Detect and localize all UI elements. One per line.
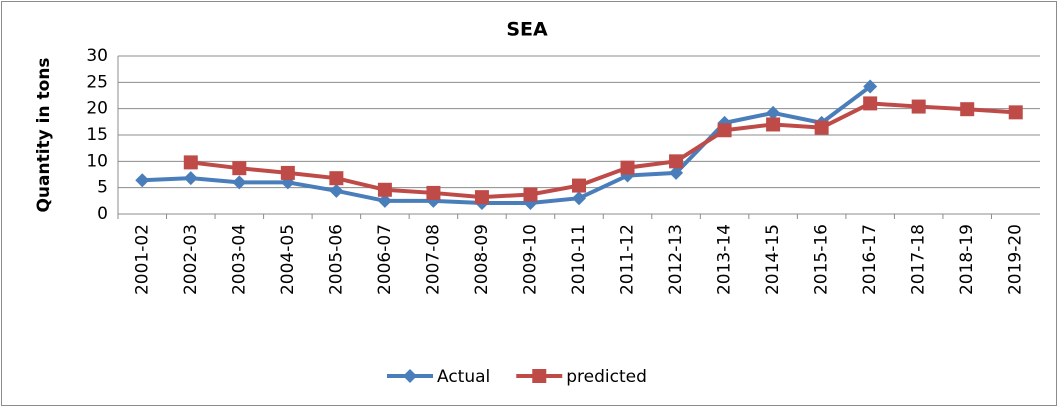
legend-label: predicted	[566, 367, 647, 387]
y-tick-label: 20	[86, 99, 108, 119]
data-point	[232, 175, 247, 190]
x-tick-label: 2014-15	[763, 224, 783, 295]
data-point	[960, 102, 975, 117]
data-point	[135, 173, 150, 188]
x-tick-label: 2003-04	[229, 224, 249, 295]
x-tick-label: 2005-06	[326, 224, 346, 295]
data-point	[863, 79, 878, 94]
series-line	[190, 101, 1016, 200]
x-tick-label: 2006-07	[375, 224, 395, 295]
data-point	[572, 178, 586, 193]
y-tick-label: 15	[86, 125, 108, 145]
data-point	[426, 185, 441, 200]
legend-marker	[532, 369, 547, 383]
legend-marker	[403, 369, 417, 383]
data-point	[329, 183, 344, 198]
data-point	[377, 193, 392, 208]
x-tick-label: 2004-05	[278, 224, 298, 295]
x-tick-label: 2012-13	[666, 224, 686, 295]
data-point	[717, 123, 732, 138]
data-point	[620, 160, 635, 175]
x-tick-label: 2002-03	[181, 224, 201, 295]
series-line	[142, 84, 872, 205]
y-axis-label: Quantity in tons	[34, 57, 54, 212]
data-point	[717, 115, 732, 130]
x-tick-label: 2019-20	[1006, 224, 1026, 295]
data-point	[766, 117, 781, 132]
x-tick-label: 2015-16	[812, 224, 832, 295]
data-point	[814, 120, 829, 135]
x-tick-label: 2011-12	[618, 224, 638, 295]
data-point	[232, 161, 247, 176]
y-tick-label: 5	[97, 178, 108, 198]
data-point	[474, 190, 489, 205]
x-tick-label: 2007-08	[423, 224, 443, 295]
data-point	[183, 155, 198, 170]
data-point	[766, 105, 781, 120]
x-tick-label: 2016-17	[860, 224, 880, 295]
legend-label: Actual	[437, 367, 490, 387]
x-tick-label: 2010-11	[569, 224, 589, 295]
data-point	[863, 96, 878, 111]
x-tick-label: 2018-19	[957, 224, 977, 295]
data-point	[280, 165, 295, 180]
x-tick-label: 2009-10	[520, 224, 540, 295]
data-point	[1008, 105, 1023, 120]
data-point	[377, 182, 392, 197]
y-tick-label: 30	[86, 46, 108, 66]
data-point	[669, 154, 684, 169]
y-tick-label: 0	[97, 204, 108, 224]
x-tick-label: 2017-18	[909, 224, 929, 295]
data-point	[669, 165, 684, 180]
x-tick-label: 2013-14	[715, 224, 735, 295]
x-tick-label: 2001-02	[132, 224, 152, 295]
data-point	[183, 171, 198, 186]
data-point	[572, 191, 586, 206]
data-point	[329, 171, 344, 186]
data-point	[911, 99, 926, 114]
chart-title: SEA	[506, 19, 548, 41]
y-tick-label: 25	[86, 72, 108, 92]
y-tick-label: 10	[86, 151, 108, 171]
data-point	[523, 187, 538, 202]
x-tick-label: 2008-09	[472, 224, 492, 295]
